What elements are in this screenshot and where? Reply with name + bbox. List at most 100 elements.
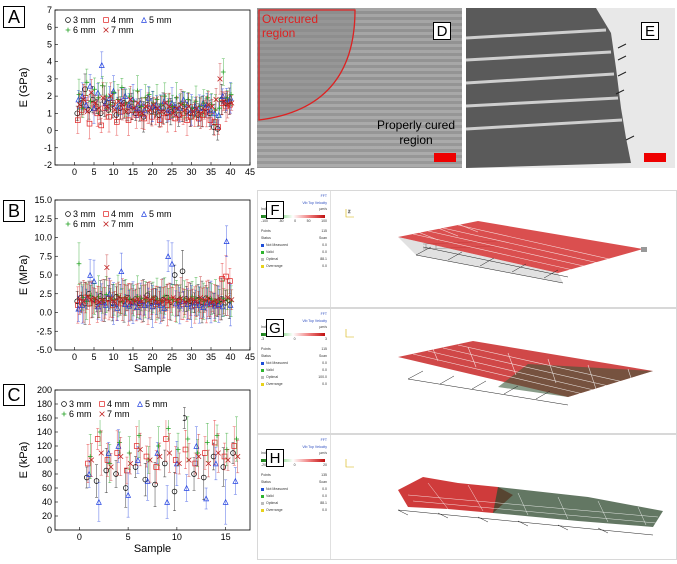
data-point [209, 299, 215, 305]
error-bar [229, 82, 232, 114]
data-point [100, 297, 106, 304]
data-point [175, 447, 181, 452]
data-point [219, 100, 225, 106]
data-point [127, 299, 133, 305]
mesh-f: z [345, 209, 647, 284]
data-point [122, 92, 129, 99]
data-point [186, 297, 192, 304]
data-point [166, 103, 172, 110]
status-optimal: Optimal [266, 375, 279, 379]
data-point [169, 99, 175, 106]
panel-label-g: G [266, 319, 284, 337]
data-point [98, 122, 104, 129]
data-point [223, 273, 229, 280]
y-tick-label: 2.5 [39, 289, 52, 299]
data-point [137, 446, 143, 453]
data-point [88, 98, 94, 104]
data-point [144, 477, 151, 484]
error-bar [204, 487, 208, 510]
data-point [158, 297, 165, 304]
legend-box [62, 14, 192, 36]
cb-tick: -100 [261, 219, 269, 223]
status-label: Status [261, 236, 271, 240]
error-bar [88, 282, 92, 325]
data-point [222, 498, 229, 505]
panel-label-b: B [3, 200, 25, 222]
legend-marker [61, 401, 67, 407]
error-bar [220, 84, 224, 116]
error-bar [161, 92, 165, 124]
error-bar [146, 282, 150, 325]
cb-tick: 100 [321, 219, 327, 223]
data-point [113, 471, 119, 477]
error-bar [116, 429, 120, 463]
legend-marker [137, 400, 143, 407]
unit-label: µm/s [319, 325, 327, 329]
y-tick-label: 60 [42, 483, 52, 493]
data-point [232, 477, 239, 484]
data-point [201, 107, 208, 113]
data-point [108, 296, 114, 302]
data-point [170, 110, 176, 117]
data-point [106, 296, 112, 302]
data-point [76, 261, 82, 267]
panel-label-d: D [433, 22, 451, 40]
x-tick-label: 10 [108, 352, 118, 362]
status-label: Status [261, 354, 271, 358]
data-point [185, 97, 191, 102]
vib-info-g: FFT Vib Top Velocity Ind. Valueµm/s -303… [258, 309, 331, 433]
scan-label: Scan [319, 236, 327, 240]
data-point [136, 433, 142, 438]
x-tick-label: 45 [245, 352, 255, 362]
status-value: 0.0 [322, 508, 327, 512]
points-label: Points [261, 229, 271, 233]
data-point [135, 100, 141, 106]
status-value: 0.0 [322, 264, 327, 268]
y-tick-label: 5.0 [39, 270, 52, 280]
data-point [103, 292, 109, 297]
y-axis-label: E (kPa) [18, 442, 30, 479]
y-tick-label: 200 [37, 385, 52, 395]
status-value: 0.0 [322, 243, 327, 247]
data-point [103, 467, 110, 474]
status-value: 88.1 [320, 257, 327, 261]
data-point [113, 112, 119, 118]
data-point [189, 296, 196, 302]
status-valid: Valid [266, 368, 274, 372]
legend-marker [103, 27, 109, 33]
error-bar [233, 467, 237, 495]
data-point [214, 126, 221, 132]
data-point [154, 296, 160, 302]
error-bar [107, 277, 111, 321]
error-bar [165, 485, 169, 519]
y-tick-label: -1 [44, 143, 52, 153]
data-point [110, 87, 117, 94]
y-tick-label: 5 [47, 39, 52, 49]
y-axis-label: E (MPa) [18, 255, 30, 295]
data-point [99, 83, 105, 89]
data-point [118, 268, 125, 275]
data-point [207, 117, 214, 123]
error-bar [99, 117, 103, 133]
error-bar [95, 464, 99, 498]
data-point [139, 110, 145, 117]
error-bar [161, 278, 165, 321]
panel-label-c: C [3, 384, 25, 406]
status-overrange: Overrange [266, 382, 283, 386]
data-point [76, 296, 83, 302]
data-point [119, 297, 126, 303]
data-point [176, 460, 182, 467]
data-point [225, 102, 231, 108]
status-optimal: Optimal [266, 257, 279, 261]
vibrometry-card-g: FFT Vib Top Velocity Ind. Valueµm/s -303… [257, 308, 677, 434]
mesh-g [345, 329, 653, 406]
data-point [205, 95, 211, 101]
error-bar [183, 430, 187, 469]
data-point [80, 105, 86, 111]
x-tick-label: 10 [108, 167, 118, 177]
overcured-label: Overcured region [262, 12, 319, 40]
error-bar [222, 442, 226, 471]
x-tick-label: 0 [77, 532, 82, 542]
scale-bar-e [644, 153, 666, 162]
data-point [179, 268, 186, 274]
